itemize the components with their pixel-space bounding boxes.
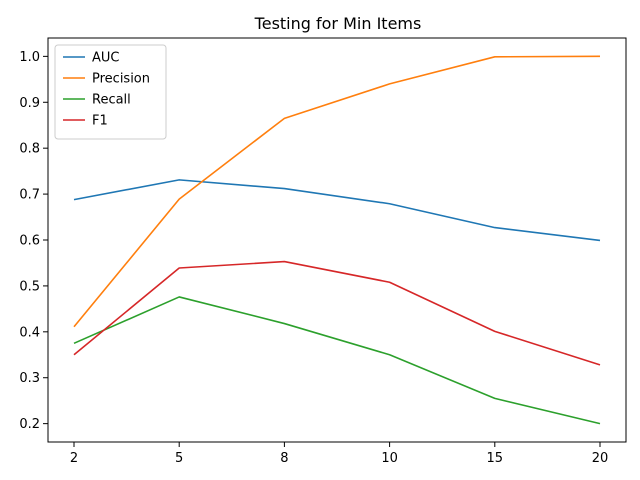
x-tick-label: 2 bbox=[70, 451, 78, 466]
legend-label: AUC bbox=[92, 51, 120, 66]
y-tick-label: 0.4 bbox=[19, 325, 40, 340]
legend: AUC Precision Recall F1 bbox=[54, 44, 167, 140]
legend-label: Recall bbox=[92, 93, 131, 108]
y-tick-label: 0.3 bbox=[19, 371, 40, 386]
series-line-auc bbox=[73, 179, 601, 242]
chart-title: Testing for Min Items bbox=[254, 14, 422, 33]
x-tick-label: 8 bbox=[280, 451, 288, 466]
x-tick-label: 5 bbox=[175, 451, 183, 466]
y-tick-label: 0.5 bbox=[19, 279, 40, 294]
series-line-recall bbox=[73, 296, 601, 425]
x-tick-label: 10 bbox=[381, 451, 398, 466]
y-tick-label: 0.9 bbox=[19, 96, 40, 111]
x-tick-label: 20 bbox=[592, 451, 609, 466]
x-axis: 2 5 8 10 15 20 bbox=[70, 442, 608, 466]
legend-box bbox=[54, 44, 167, 140]
y-tick-label: 0.8 bbox=[19, 142, 40, 157]
series-line-f1 bbox=[73, 260, 601, 366]
y-tick-label: 0.6 bbox=[19, 234, 40, 249]
y-tick-label: 1.0 bbox=[19, 50, 40, 65]
x-tick-label: 15 bbox=[487, 451, 504, 466]
series-line-precision bbox=[73, 55, 601, 328]
y-tick-label: 0.7 bbox=[19, 188, 40, 203]
y-tick-label: 0.2 bbox=[19, 417, 40, 432]
legend-label: Precision bbox=[92, 72, 150, 87]
legend-label: F1 bbox=[92, 114, 108, 129]
plot-area bbox=[73, 55, 601, 425]
y-axis: 0.2 0.3 0.4 0.5 0.6 0.7 0.8 0.9 1.0 bbox=[19, 50, 48, 432]
